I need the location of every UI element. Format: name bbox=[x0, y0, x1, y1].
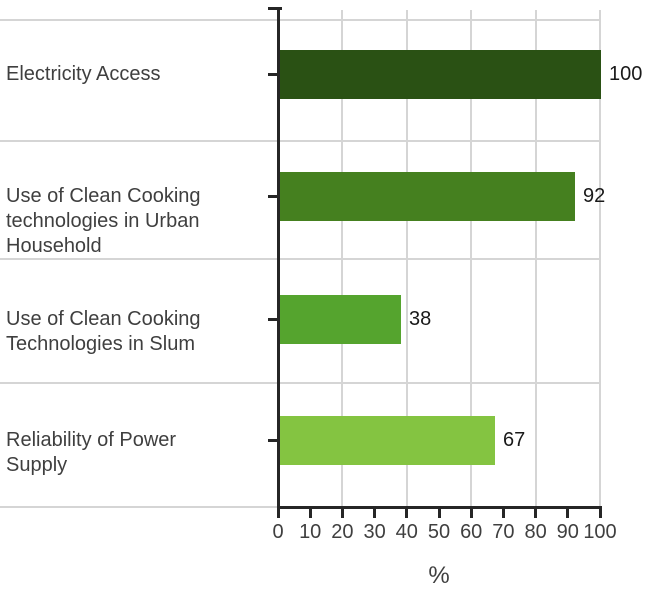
x-axis-tick bbox=[405, 508, 409, 518]
x-axis-tick-label: 80 bbox=[524, 521, 547, 543]
bar-value-label: 92 bbox=[583, 185, 606, 207]
x-axis-tick bbox=[308, 508, 312, 518]
bar bbox=[279, 416, 495, 465]
y-axis-top-cap bbox=[268, 7, 282, 10]
category-separator-gridline bbox=[0, 382, 600, 384]
bar-value-label: 38 bbox=[409, 308, 432, 330]
x-axis-tick-label: 100 bbox=[583, 521, 617, 543]
category-label: Use of Clean Cooking Technologies in Slu… bbox=[6, 308, 201, 355]
x-axis-tick-label: 60 bbox=[460, 521, 483, 543]
category-label: Reliability of Power Supply bbox=[6, 429, 177, 476]
x-axis-tick-label: 30 bbox=[363, 521, 386, 543]
y-axis-tick bbox=[268, 439, 280, 442]
bar-value-label: 100 bbox=[609, 63, 643, 85]
x-axis-tick bbox=[598, 508, 602, 518]
x-axis-tick-label: 50 bbox=[427, 521, 451, 543]
x-axis-tick-label: 90 bbox=[556, 521, 579, 543]
x-axis-tick bbox=[566, 508, 570, 518]
bar-value-label: 67 bbox=[503, 429, 526, 451]
x-axis-tick-label: 0 bbox=[272, 521, 284, 543]
x-axis-tick bbox=[373, 508, 377, 518]
x-axis-tick bbox=[340, 508, 344, 518]
x-axis-title: % bbox=[428, 562, 450, 589]
bar bbox=[279, 172, 575, 221]
y-axis-tick bbox=[268, 318, 280, 321]
bar bbox=[279, 295, 401, 344]
x-axis-tick bbox=[469, 508, 473, 518]
x-axis-tick bbox=[501, 508, 505, 518]
category-separator-gridline bbox=[0, 140, 600, 142]
y-axis-line bbox=[277, 7, 280, 507]
category-label: Use of Clean Cooking technologies in Urb… bbox=[6, 185, 201, 257]
category-label: Electricity Access bbox=[6, 63, 161, 85]
x-axis-tick bbox=[437, 508, 441, 518]
y-axis-tick bbox=[268, 195, 280, 198]
x-axis-tick-label: 10 bbox=[299, 521, 322, 543]
x-axis-tick-label: 20 bbox=[331, 521, 354, 543]
x-axis-tick bbox=[534, 508, 538, 518]
y-axis-tick bbox=[268, 73, 280, 76]
x-axis-tick-label: 40 bbox=[395, 521, 418, 543]
category-separator-gridline bbox=[0, 19, 600, 21]
bar bbox=[279, 50, 601, 99]
x-axis-tick bbox=[276, 508, 280, 518]
x-axis-tick-label: 70 bbox=[492, 521, 515, 543]
x-axis-line bbox=[277, 506, 602, 509]
